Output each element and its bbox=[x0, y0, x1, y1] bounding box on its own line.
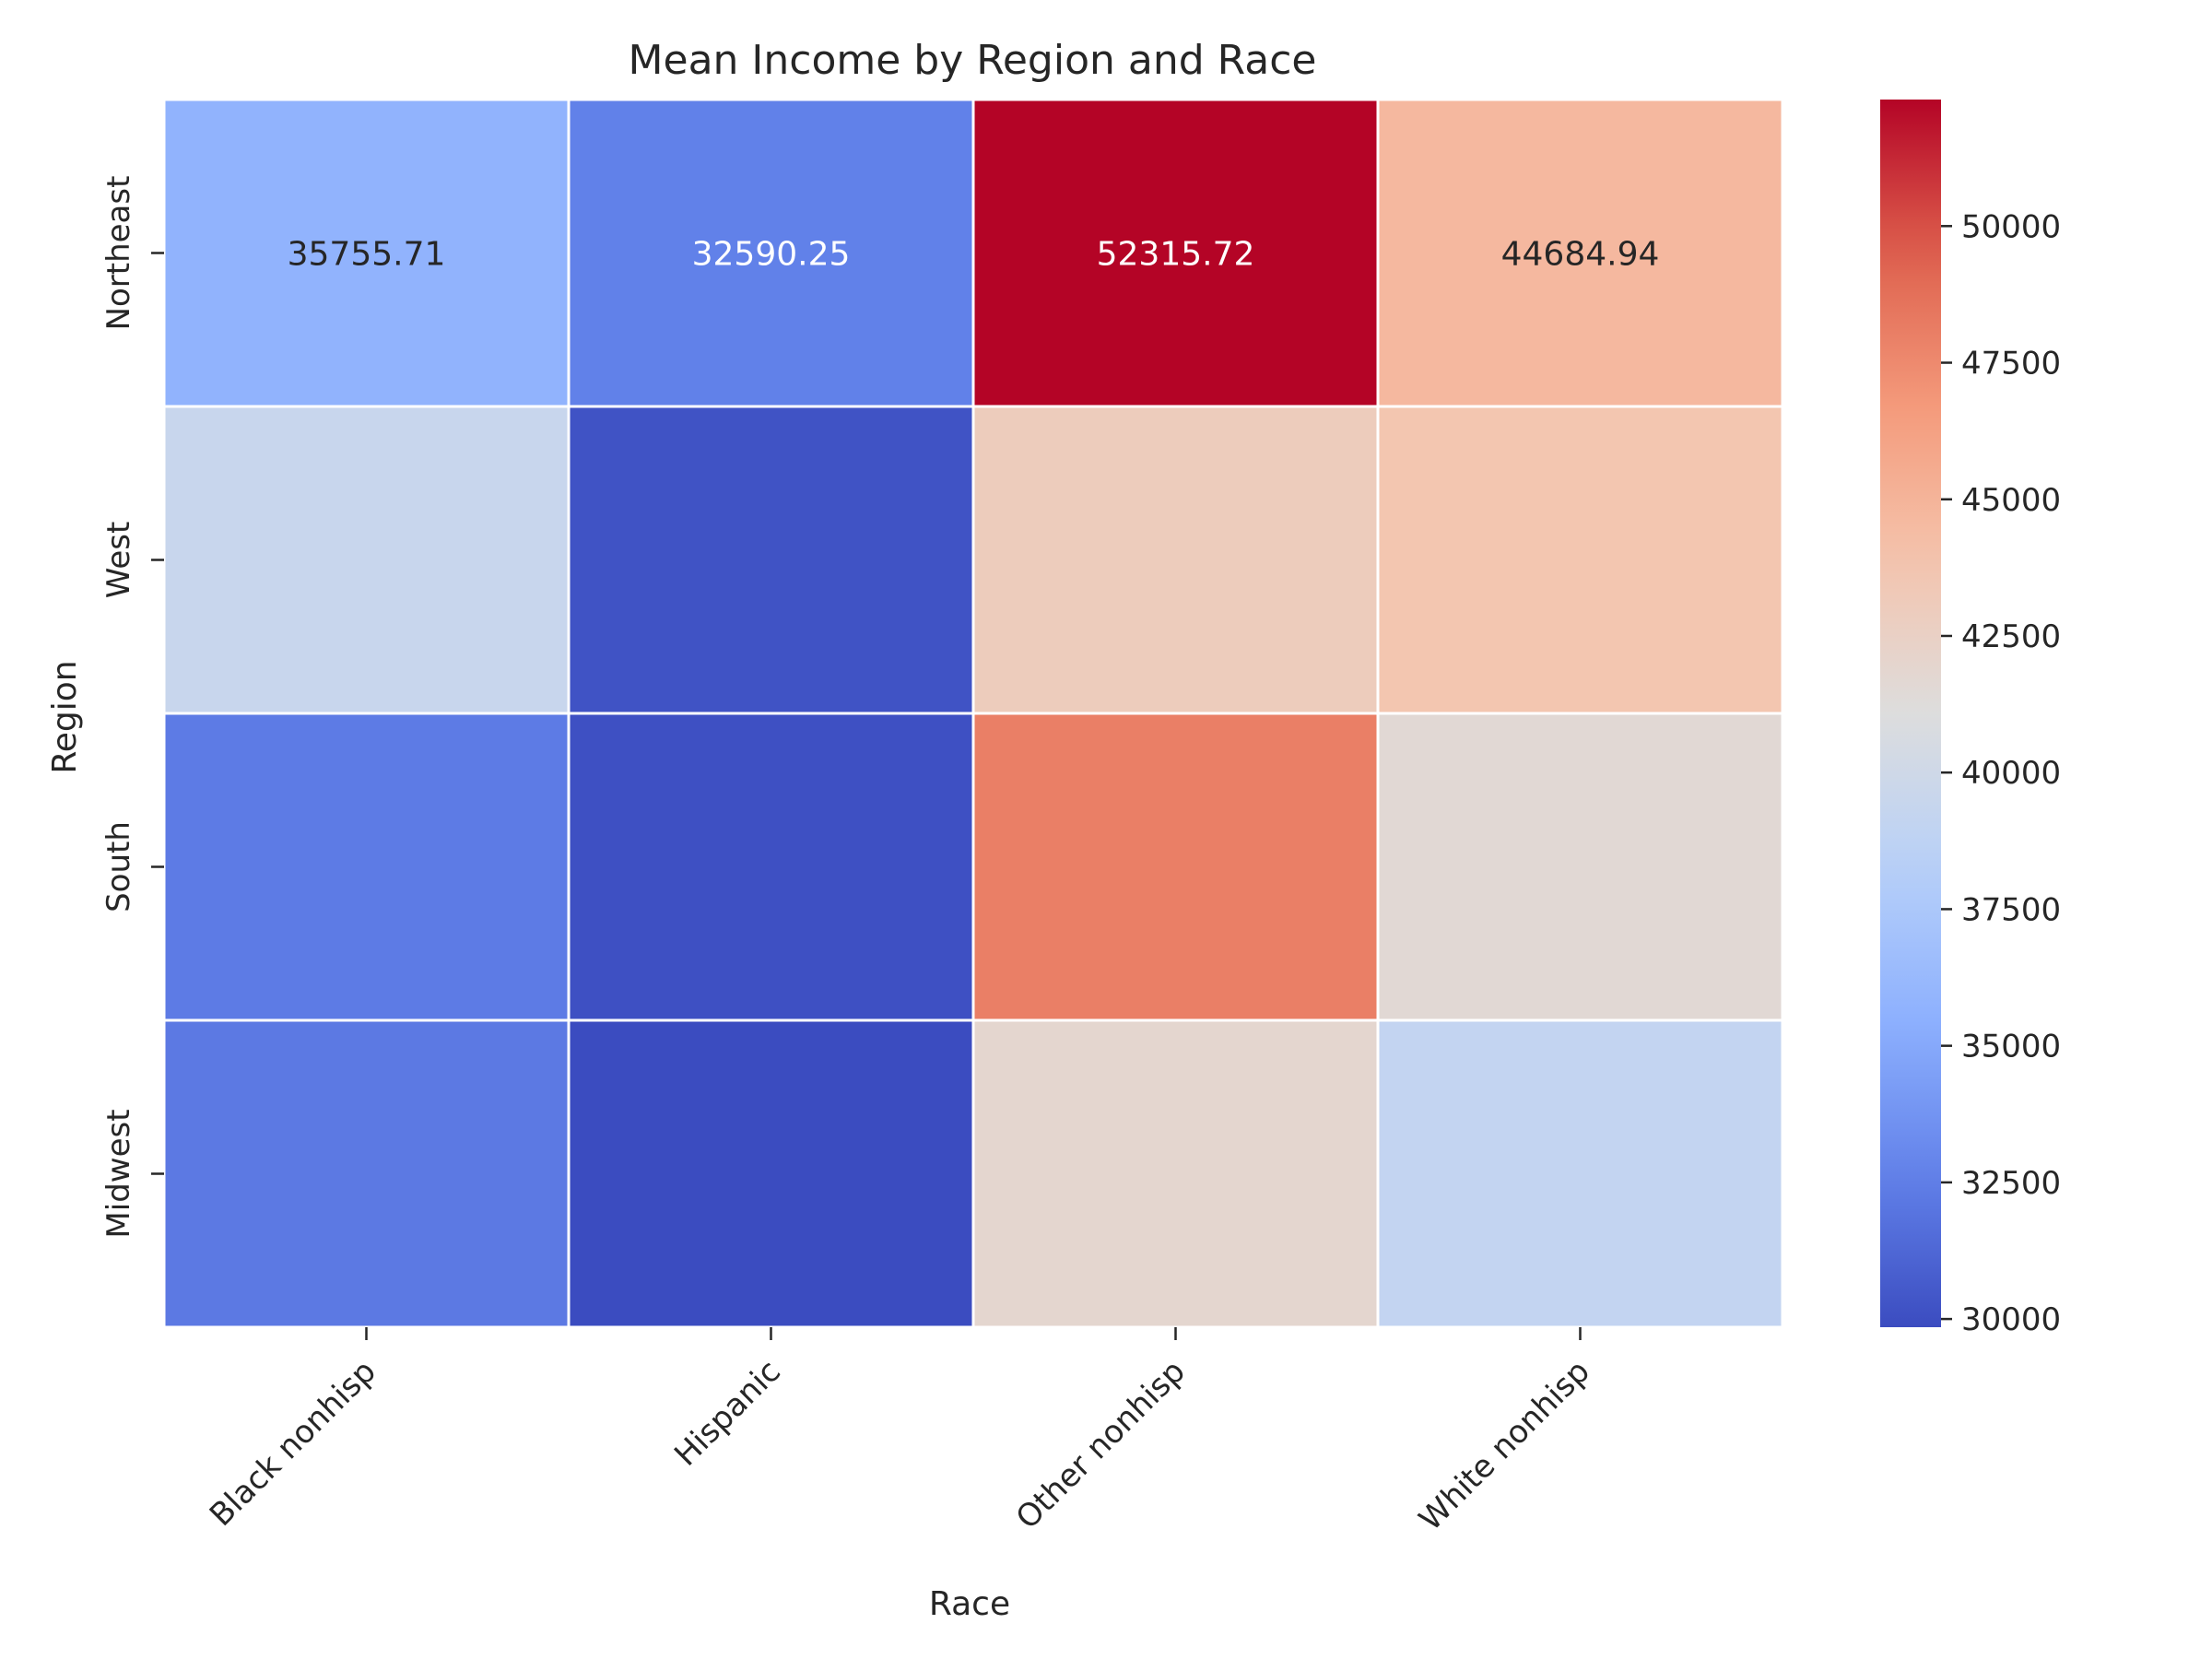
chart-title: Mean Income by Region and Race bbox=[629, 37, 1317, 84]
heatmap-cell bbox=[971, 98, 1380, 408]
y-tick-label: West bbox=[100, 522, 137, 599]
x-tick-label: Hispanic bbox=[667, 1353, 788, 1474]
x-tick-label: Other nonhisp bbox=[1009, 1353, 1193, 1536]
colorbar-tick-label: 37500 bbox=[1961, 891, 2061, 928]
y-axis-label: Region bbox=[46, 660, 84, 773]
x-tick-label: White nonhisp bbox=[1412, 1353, 1597, 1538]
cell-value-label: 44684.94 bbox=[1501, 236, 1660, 274]
y-axis: Northeast West South Midwest bbox=[100, 176, 164, 1239]
colorbar-tick-label: 35000 bbox=[1961, 1029, 2061, 1065]
heatmap-cell bbox=[162, 712, 571, 1022]
colorbar-tick-label: 50000 bbox=[1961, 208, 2061, 245]
colorbar-tick-label: 40000 bbox=[1961, 755, 2061, 792]
y-tick-label: Northeast bbox=[100, 176, 137, 331]
heatmap-cell bbox=[567, 405, 975, 715]
heatmap-cell bbox=[971, 712, 1380, 1022]
heatmap-cell bbox=[162, 405, 571, 715]
x-tick-label: Black nonhisp bbox=[203, 1353, 383, 1534]
heatmap-cell bbox=[567, 712, 975, 1022]
heatmap-cell bbox=[971, 405, 1380, 715]
y-tick-label: South bbox=[100, 821, 137, 912]
heatmap-cell bbox=[1376, 98, 1784, 408]
y-tick-label: Midwest bbox=[100, 1109, 137, 1238]
colorbar-gradient bbox=[1880, 100, 1941, 1327]
colorbar-tick-label: 42500 bbox=[1961, 618, 2061, 655]
heatmap-cell bbox=[1376, 712, 1784, 1022]
heatmap-cells bbox=[162, 98, 1784, 1329]
heatmap-cell bbox=[971, 1018, 1380, 1329]
cell-value-label: 32590.25 bbox=[692, 236, 851, 274]
cell-value-label: 35755.71 bbox=[288, 236, 446, 274]
heatmap-cell bbox=[162, 98, 571, 408]
heatmap-cell bbox=[1376, 405, 1784, 715]
heatmap-cell bbox=[162, 1018, 571, 1329]
cell-value-label: 52315.72 bbox=[1097, 236, 1255, 274]
colorbar-tick-label: 32500 bbox=[1961, 1165, 2061, 1202]
heatmap-cell-labels: 35755.71 32590.25 52315.72 44684.94 bbox=[288, 236, 1660, 274]
colorbar: 30000 32500 35000 37500 40000 42500 45000 47500… bbox=[1880, 100, 2061, 1338]
colorbar-tick-label: 45000 bbox=[1961, 482, 2061, 519]
x-axis: Black nonhisp Hispanic Other nonhisp White … bbox=[203, 1327, 1597, 1538]
heatmap-cell bbox=[567, 1018, 975, 1329]
x-axis-label: Race bbox=[929, 1585, 1010, 1623]
heatmap-cell bbox=[567, 98, 975, 408]
colorbar-tick-label: 30000 bbox=[1961, 1301, 2061, 1338]
colorbar-tick-label: 47500 bbox=[1961, 346, 2061, 382]
heatmap-cell bbox=[1376, 1018, 1784, 1329]
